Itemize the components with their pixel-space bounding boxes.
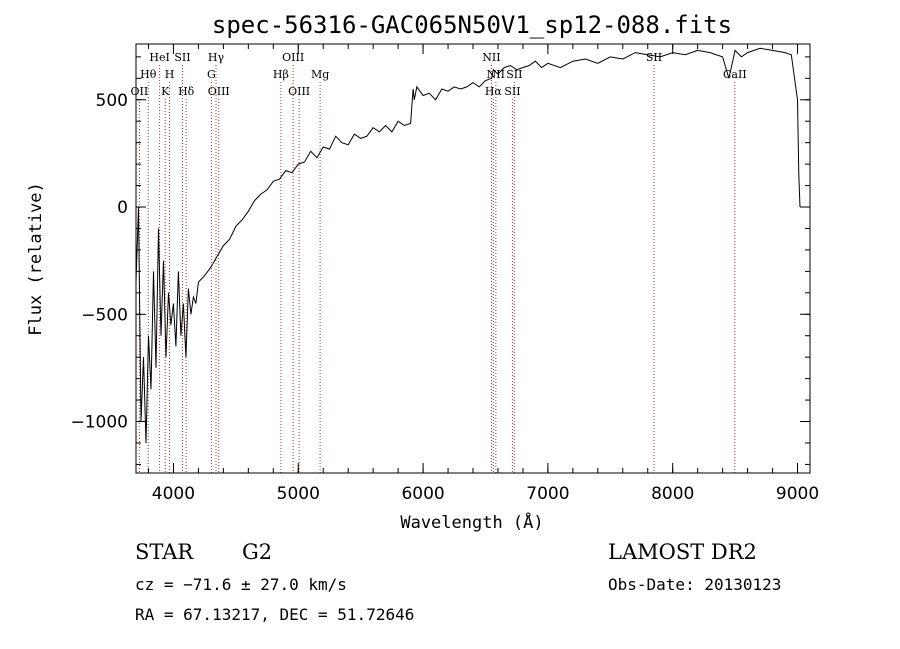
spectral-line-label: HeI: [149, 51, 169, 64]
plot-frame: [135, 43, 811, 474]
x-tick-label: 6000: [401, 484, 444, 504]
spectral-line-markers: [138, 65, 736, 473]
spectral-line-label: SII: [174, 51, 190, 64]
spectral-line-label: H: [165, 68, 175, 81]
spectral-line-label: Mg: [311, 68, 329, 81]
spectral-line-label: K: [161, 85, 170, 98]
spectral-line-label: Hβ: [273, 68, 289, 81]
x-tick-label: 8000: [651, 484, 694, 504]
spectral-line-label: Hθ: [140, 68, 157, 81]
x-tick-label: 4000: [152, 484, 195, 504]
y-tick-label: 500: [96, 91, 128, 111]
spectral-line-label: SII: [646, 51, 662, 64]
x-axis-ticks: 4000 5000 6000 7000 8000 9000: [147, 44, 819, 504]
coordinates: RA = 67.13217, DEC = 51.72646: [135, 605, 415, 624]
spectral-line-label: SII: [506, 68, 522, 81]
x-axis-label: Wavelength (Å): [400, 511, 543, 533]
x-tick-label: 9000: [776, 484, 819, 504]
spectral-line-label: Hγ: [208, 51, 225, 64]
y-tick-label: 0: [117, 198, 128, 218]
spectral-line-label: OII: [131, 85, 149, 98]
spectral-line-label: OIII: [288, 85, 310, 98]
x-tick-label: 7000: [526, 484, 569, 504]
y-axis-ticks: −1000 −500 0 500: [70, 56, 810, 465]
redshift-value: cz = −71.6 ± 27.0 km/s: [135, 575, 347, 594]
spectral-line-label: Hα: [485, 85, 503, 98]
spectral-line-label: NII: [482, 51, 500, 64]
spectral-line-label: G: [207, 68, 216, 81]
spectral-line-label: SII: [504, 85, 520, 98]
object-class: STAR: [135, 540, 194, 564]
spectrum-line: [135, 47, 801, 444]
y-tick-label: −1000: [70, 413, 128, 433]
y-tick-label: −500: [81, 305, 128, 325]
observation-date: Obs-Date: 20130123: [608, 575, 782, 594]
y-axis-label: Flux (relative): [26, 182, 46, 336]
x-tick-label: 5000: [277, 484, 320, 504]
spectral-line-labels: OIIHθHeIKHSIIHδGHγOIIIHβOIIIOIIIMgNIIHαN…: [131, 51, 747, 98]
survey-name: LAMOST DR2: [608, 540, 757, 564]
spectral-line-label: Hδ: [178, 85, 195, 98]
spectral-line-label: OIII: [282, 51, 304, 64]
spectral-subclass: G2: [242, 540, 273, 564]
chart-title: spec-56316-GAC065N50V1_sp12-088.fits: [212, 11, 732, 39]
spectral-line-label: OIII: [208, 85, 230, 98]
